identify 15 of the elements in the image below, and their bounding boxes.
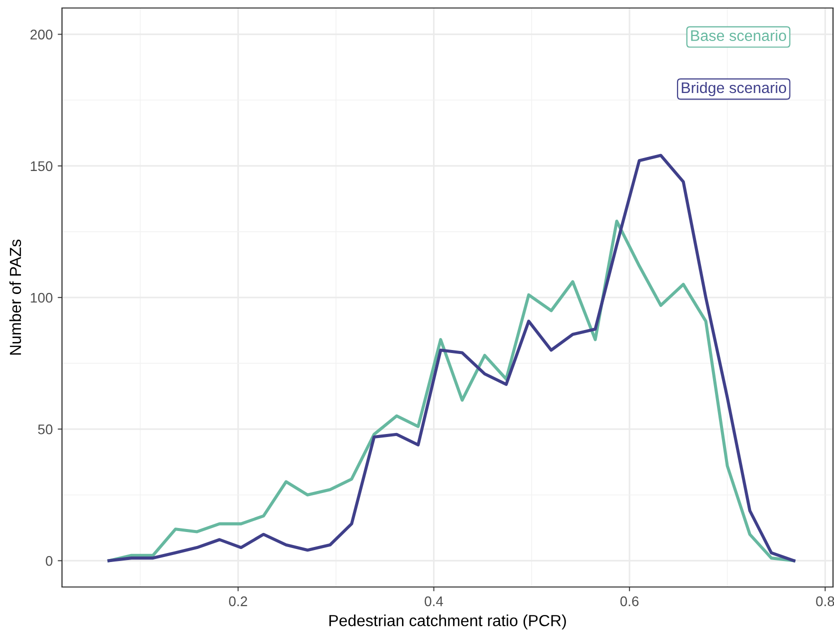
x-tick-label: 0.6: [620, 596, 639, 606]
x-tick-label: 0.4: [424, 596, 444, 606]
x-tick-label: 0.2: [229, 596, 248, 606]
y-tick-label: 0: [46, 556, 52, 566]
text: Base scenario: [691, 30, 786, 42]
y-tick-label: 50: [38, 424, 52, 434]
x-tick-label: 0.8: [816, 596, 834, 606]
x-axis-title: Pedestrian catchment ratio (PCR): [329, 614, 566, 630]
y-axis-title: Number of PAZs: [9, 240, 22, 355]
text: Bridge scenario: [682, 82, 786, 96]
y-tick-label: 100: [30, 292, 52, 303]
line-series: [107, 154, 796, 562]
line-series: [107, 220, 796, 562]
y-tick-label: 200: [30, 30, 52, 40]
y-tick-label: 150: [30, 161, 52, 172]
